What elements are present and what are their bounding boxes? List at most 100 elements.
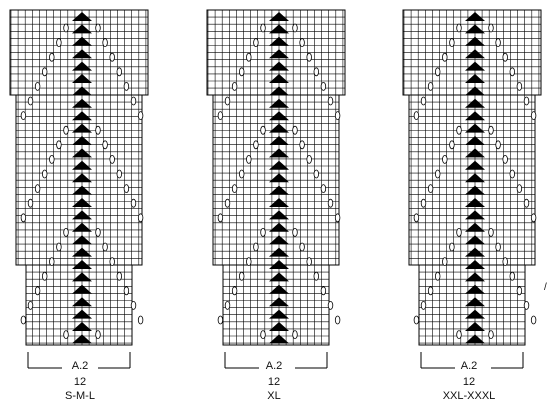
chart-3-decrease-symbol bbox=[465, 322, 485, 331]
chart-2-decrease-symbol bbox=[269, 12, 289, 21]
chart-3-decrease-symbol bbox=[465, 260, 485, 269]
chart-2-stitches: 12 bbox=[267, 376, 281, 388]
chart-3-decrease-symbol bbox=[465, 222, 485, 232]
chart-2-yarn-over-symbol bbox=[327, 96, 334, 106]
chart-1-yarn-over-symbol bbox=[56, 242, 62, 252]
chart-3-yarn-over-symbol bbox=[427, 184, 434, 194]
chart-1-yarn-over-symbol bbox=[63, 330, 69, 340]
chart-2-decrease-symbol bbox=[269, 98, 289, 108]
chart-2-yarn-over-symbol bbox=[334, 315, 341, 325]
chart-1-decrease-symbol bbox=[72, 309, 92, 319]
chart-1-yarn-over-symbol bbox=[42, 169, 48, 179]
chart-3-yarn-over-symbol bbox=[449, 38, 455, 47]
chart-1-yarn-over-symbol bbox=[27, 198, 34, 208]
chart-2-yarn-over-symbol bbox=[217, 111, 224, 120]
chart-3-yarn-over-symbol bbox=[530, 111, 537, 120]
chart-1-decrease-symbol bbox=[72, 334, 92, 344]
chart-3-yarn-over-symbol bbox=[495, 38, 501, 47]
chart-2-yarn-over-symbol bbox=[246, 52, 252, 62]
chart-2-yarn-over-symbol bbox=[299, 242, 305, 252]
chart-3-decrease-symbol bbox=[465, 123, 485, 133]
chart-1-size: S-M-L bbox=[65, 390, 95, 402]
chart-2-yarn-over-symbol bbox=[224, 198, 231, 208]
chart-2-yarn-over-symbol bbox=[217, 213, 224, 223]
chart-3-yarn-over-symbol bbox=[449, 140, 455, 150]
chart-2-yarn-over-symbol bbox=[224, 96, 231, 106]
chart-1-stitches: 12 bbox=[73, 376, 87, 388]
chart-2-decrease-symbol bbox=[269, 334, 289, 344]
chart-1-yarn-over-symbol bbox=[137, 213, 144, 223]
chart-1-decrease-symbol bbox=[72, 136, 92, 145]
chart-3-decrease-symbol bbox=[465, 185, 485, 195]
chart-1-decrease-symbol bbox=[72, 12, 92, 21]
chart-1-yarn-over-symbol bbox=[34, 286, 41, 296]
chart-3-yarn-over-symbol bbox=[523, 300, 530, 310]
chart-1-yarn-over-symbol bbox=[56, 38, 62, 47]
chart-2-decrease-symbol bbox=[269, 260, 289, 269]
chart-3-yarn-over-symbol bbox=[413, 213, 420, 223]
chart-3-decrease-symbol bbox=[465, 272, 485, 282]
chart-2-yarn-over-symbol bbox=[292, 23, 298, 33]
chart-1-yarn-over-symbol bbox=[63, 23, 69, 33]
chart-1-yarn-over-symbol bbox=[137, 315, 144, 325]
chart-1-yarn-over-symbol bbox=[102, 38, 108, 47]
chart-3-yarn-over-symbol bbox=[495, 140, 501, 150]
chart-1-decrease-symbol bbox=[72, 49, 92, 59]
chart-2-decrease-symbol bbox=[269, 309, 289, 319]
chart-1-yarn-over-symbol bbox=[49, 257, 55, 267]
chart-1-decrease-symbol bbox=[72, 272, 92, 282]
chart-3-yarn-over-symbol bbox=[523, 198, 530, 208]
chart-1-decrease-symbol bbox=[72, 160, 92, 170]
chart-2-yarn-over-symbol bbox=[231, 286, 238, 296]
chart-3-yarn-over-symbol bbox=[435, 271, 441, 281]
chart-2-yarn-over-symbol bbox=[260, 125, 266, 135]
chart-2-decrease-symbol bbox=[269, 247, 289, 257]
chart-2-yarn-over-symbol bbox=[306, 257, 312, 267]
chart-1-yarn-over-symbol bbox=[49, 154, 55, 164]
chart-3-decrease-symbol bbox=[465, 36, 485, 46]
chart-1-decrease-symbol bbox=[72, 198, 92, 207]
chart-3-yarn-over-symbol bbox=[488, 125, 494, 135]
chart-2-decrease-symbol bbox=[269, 185, 289, 195]
chart-2-yarn-over-symbol bbox=[292, 227, 298, 237]
chart-2-yarn-over-symbol bbox=[260, 227, 266, 237]
chart-1-yarn-over-symbol bbox=[34, 184, 41, 194]
chart-2-yarn-over-symbol bbox=[238, 67, 245, 77]
chart-1-yarn-over-symbol bbox=[20, 213, 27, 223]
chart-2-decrease-symbol bbox=[269, 24, 289, 34]
chart-3-yarn-over-symbol bbox=[516, 184, 523, 194]
chart-1-yarn-over-symbol bbox=[130, 300, 137, 310]
chart-2-size: XL bbox=[267, 390, 281, 402]
chart-1-decrease-symbol bbox=[72, 260, 92, 269]
chart-2-yarn-over-symbol bbox=[246, 257, 252, 267]
chart-2-yarn-over-symbol bbox=[260, 23, 266, 33]
chart-2-yarn-over-symbol bbox=[231, 184, 238, 194]
chart-1-yarn-over-symbol bbox=[20, 111, 27, 120]
chart-1-yarn-over-symbol bbox=[130, 198, 137, 208]
chart-1-yarn-over-symbol bbox=[116, 67, 122, 77]
chart-3-decrease-symbol bbox=[465, 12, 485, 21]
chart-3-decrease-symbol bbox=[465, 61, 485, 71]
chart-2-yarn-over-symbol bbox=[313, 271, 319, 281]
chart-2-yarn-over-symbol bbox=[320, 184, 327, 194]
chart-2-decrease-symbol bbox=[269, 235, 289, 245]
chart-3-size: XXL-XXXL bbox=[442, 390, 496, 402]
chart-1-decrease-symbol bbox=[72, 36, 92, 46]
chart-1-yarn-over-symbol bbox=[130, 96, 137, 106]
chart-1-yarn-over-symbol bbox=[49, 52, 55, 62]
chart-3-decrease-symbol bbox=[465, 198, 485, 207]
chart-2-decrease-symbol bbox=[269, 322, 289, 331]
chart-3-yarn-over-symbol bbox=[516, 286, 523, 296]
chart-2-yarn-over-symbol bbox=[217, 315, 224, 325]
chart-2-decrease-symbol bbox=[269, 210, 289, 220]
chart-2-yarn-over-symbol bbox=[334, 111, 341, 120]
chart-1-yarn-over-symbol bbox=[56, 140, 62, 150]
chart-1-yarn-over-symbol bbox=[20, 315, 27, 325]
chart-1-decrease-symbol bbox=[72, 24, 92, 34]
chart-2-yarn-over-symbol bbox=[253, 38, 259, 47]
chart-2-decrease-symbol bbox=[269, 198, 289, 207]
chart-2-yarn-over-symbol bbox=[299, 38, 305, 47]
chart-3-stitches: 12 bbox=[462, 376, 476, 388]
